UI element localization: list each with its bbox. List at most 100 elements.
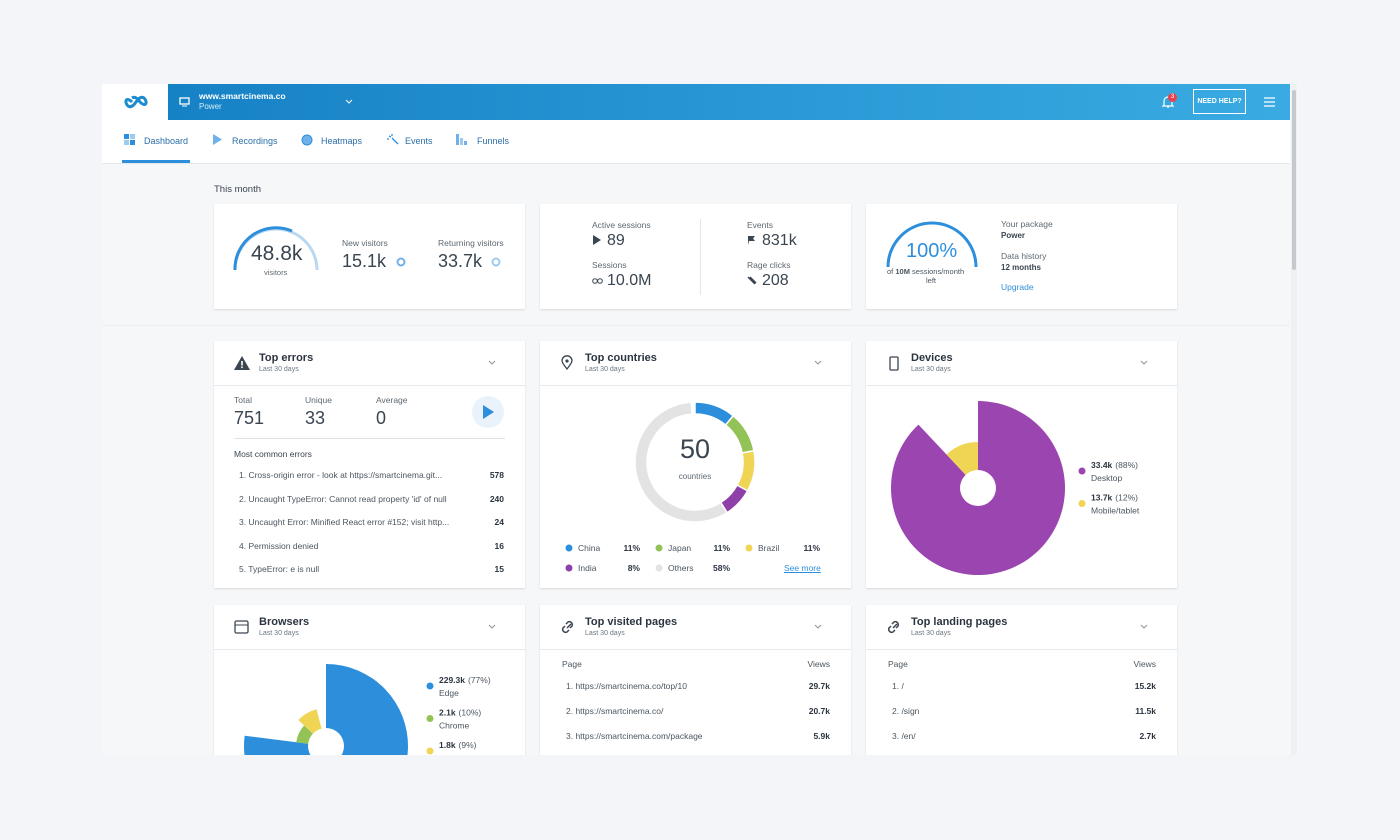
card-title: Browsers — [259, 616, 310, 628]
heatmaps-icon — [301, 134, 313, 146]
site-dropdown[interactable] — [345, 99, 353, 105]
site-name[interactable]: www.smartcinema.co — [199, 91, 286, 101]
rage-clicks-value: 208 — [762, 272, 789, 289]
total-value: 751 — [234, 408, 265, 428]
visitors-label: visitors — [264, 268, 288, 277]
caption-end: left — [926, 276, 937, 285]
nav-bar: Dashboard Recordings Heatmaps Events Fun… — [102, 120, 1290, 164]
caption-bold: 10M — [895, 267, 910, 276]
sessions-label: Sessions — [592, 260, 627, 270]
landing-pages-card: Top landing pages Last 30 days Page Views… — [866, 605, 1177, 755]
nav-item[interactable]: Dashboard — [144, 136, 189, 146]
card-chevron[interactable] — [1140, 360, 1148, 366]
column-header: Views — [807, 659, 830, 669]
legend-value: 1.8k (9%) — [439, 740, 477, 750]
returning-visitors-value: 33.7k — [438, 251, 483, 271]
legend-dot — [1078, 500, 1086, 507]
events-value: 831k — [762, 232, 797, 249]
visitors-card: 48.8k visitors New visitors 15.1k Return… — [214, 204, 525, 309]
menu-icon[interactable] — [1264, 97, 1276, 107]
legend-dot — [565, 544, 573, 552]
legend-value: 229.3k (77%) — [439, 675, 491, 685]
warning-icon — [234, 356, 250, 370]
page-url: 1. / — [892, 681, 904, 691]
page-views: 20.7k — [808, 706, 830, 716]
legend-dot — [426, 747, 434, 755]
card-chevron[interactable] — [814, 624, 822, 630]
legend-count: 1.8k — [439, 740, 456, 750]
card-chevron[interactable] — [488, 624, 496, 630]
play-errors-button[interactable] — [471, 395, 505, 429]
legend-name: Brazil — [758, 543, 779, 553]
unique-label: Unique — [305, 395, 332, 405]
caption-suffix: sessions/month — [912, 267, 965, 276]
donut-segment — [736, 449, 756, 492]
scrollbar — [1291, 84, 1297, 755]
link-icon — [887, 620, 900, 634]
nav-item[interactable]: Recordings — [232, 136, 278, 146]
package-value: Power — [1001, 231, 1026, 240]
browsers-card: Browsers Last 30 days 229.3k (77%) Edge 2.1… — [214, 605, 525, 755]
phone-icon — [889, 356, 899, 371]
donut-segment — [724, 414, 755, 454]
see-more-link[interactable]: See more — [784, 563, 821, 573]
legend-name: Mobile/tablet — [1091, 506, 1140, 516]
nav-item[interactable]: Heatmaps — [321, 136, 363, 146]
card-header — [540, 605, 851, 650]
nav-item[interactable]: Events — [405, 136, 433, 146]
caption-prefix: of — [887, 267, 894, 276]
page-views: 5.9k — [813, 731, 830, 741]
browsers-chart: 229.3k (77%) Edge 2.1k (10%) Chrome 1.8k (9%) Sa… — [244, 664, 491, 755]
donut-segment — [634, 401, 729, 523]
error-count: 578 — [489, 470, 504, 480]
page-views: 2.7k — [1139, 731, 1156, 741]
nav-item[interactable]: Funnels — [477, 136, 510, 146]
card-chevron[interactable] — [1140, 624, 1148, 630]
legend-name: Safari — [439, 753, 461, 755]
funnels-icon — [456, 134, 467, 145]
flag-icon — [748, 236, 755, 245]
list-title: Most common errors — [234, 449, 312, 459]
center-label: countries — [679, 472, 711, 481]
card-chevron[interactable] — [814, 360, 822, 366]
sessions-icon — [592, 278, 603, 284]
new-visitors-label: New visitors — [342, 238, 388, 248]
scrollbar-thumb[interactable] — [1292, 90, 1296, 270]
logo[interactable] — [102, 84, 168, 120]
visited-pages-card: Top visited pages Last 30 days Page Views… — [540, 605, 851, 755]
error-count: 240 — [489, 493, 504, 504]
error-count: 24 — [494, 517, 504, 528]
upgrade-link[interactable]: Upgrade — [1001, 282, 1034, 292]
errors-card: Top errors Last 30 days Total 751 Unique… — [214, 341, 525, 588]
visitors-total: 48.8k — [251, 242, 303, 265]
sessions-card: Active sessions 89 Sessions 10.0M Events… — [540, 204, 851, 309]
logo-icon — [124, 95, 148, 109]
card-header — [866, 605, 1177, 650]
returning-visitors-dot — [491, 257, 501, 267]
legend-value: 33.4k (88%) — [1091, 460, 1138, 470]
legend-dot — [426, 682, 434, 690]
card-subtitle: Last 30 days — [911, 630, 951, 637]
legend-share: (77%) — [468, 675, 491, 685]
error-count: 15 — [494, 564, 504, 575]
package-gauge — [886, 221, 978, 268]
unique-value: 33 — [305, 408, 326, 428]
pie-hole — [308, 728, 344, 755]
app-window: www.smartcinema.co Power 3 NEED HELP? Da… — [102, 84, 1298, 755]
column-header: Page — [888, 659, 908, 669]
card-header — [214, 605, 525, 650]
column-header: Views — [1133, 659, 1156, 669]
legend-dot — [1078, 467, 1086, 475]
legend-name: Desktop — [1091, 473, 1122, 483]
top-bar: www.smartcinema.co Power 3 NEED HELP? — [102, 84, 1290, 120]
legend-value: 11% — [623, 543, 640, 553]
divider — [234, 438, 505, 439]
legend-count: 229.3k — [439, 675, 465, 685]
notification-badge: 3 — [1168, 93, 1177, 102]
legend-dot — [745, 544, 753, 552]
card-chevron[interactable] — [488, 360, 496, 366]
page-views: 29.7k — [808, 681, 830, 691]
legend-name: Chrome — [439, 721, 470, 731]
help-button[interactable]: NEED HELP? — [1193, 89, 1246, 114]
